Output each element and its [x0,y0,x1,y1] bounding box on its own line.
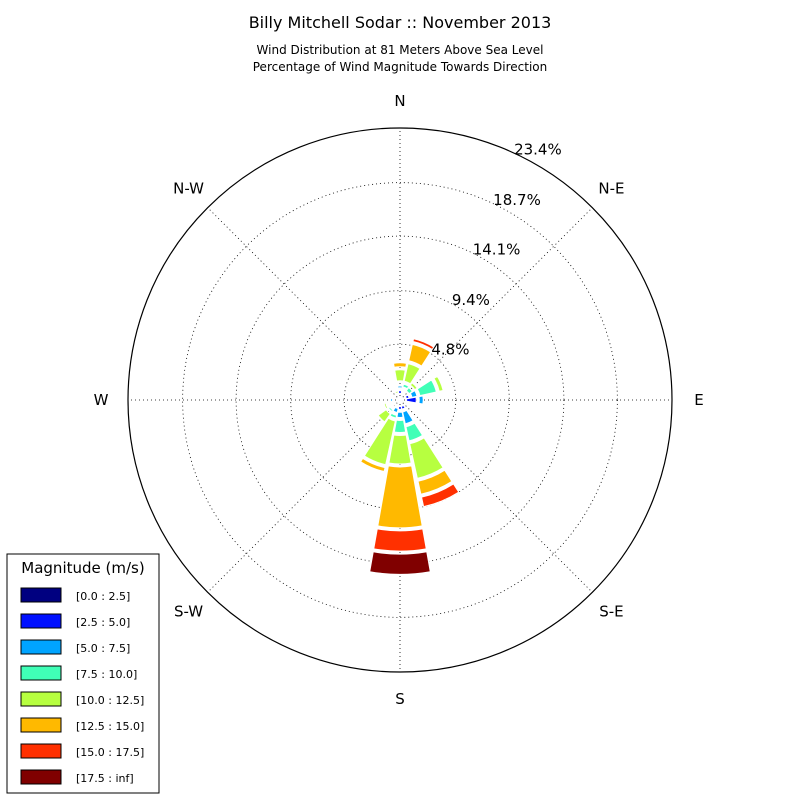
wind-bar-segment [433,375,444,392]
wind-bar-segment [412,402,417,410]
axis-labels: 4.8% 9.4% 14.1% 18.7% 23.4% N N-E E S-E S S-W W N-W [94,92,704,708]
legend: Magnitude (m/s) [0.0 : 2.5] [2.5 : 5.0] [5… [6,553,160,794]
legend-swatch [20,587,62,603]
wind-bar-segment [392,406,399,414]
wind-bars [359,338,460,575]
wind-bar-segment [383,402,389,410]
legend-swatch [20,743,62,759]
wind-bar-segment [396,411,404,418]
wind-bar-segment [403,363,421,385]
wind-bar-segment [409,382,418,391]
wind-bar-segment [402,409,414,425]
wind-bar-segment [406,401,410,406]
wind-bar-segment [402,383,410,390]
radial-tick-label: 18.7% [493,191,541,209]
radial-tick-label: 9.4% [452,291,490,309]
legend-swatch [20,639,62,655]
grid-ring [290,290,510,510]
direction-label: N-E [598,180,624,198]
wind-bar-segment [359,457,386,473]
direction-label: E [694,391,703,409]
wind-bar-segment [401,389,407,393]
legend-label: [5.0 : 7.5] [76,642,130,655]
wind-bar-segment [377,465,423,529]
chart-subtitle-line1: Wind Distribution at 81 Meters Above Sea… [257,43,544,57]
wind-bar-segment [408,343,432,367]
wind-bar-segment [390,397,394,403]
wind-bar-segment [392,362,408,368]
wind-bar-segment [388,401,392,407]
wind-bar-segment [412,338,435,351]
legend-title: Magnitude (m/s) [21,559,144,577]
wind-bar-segment [394,402,398,406]
grid-ring [343,343,457,457]
wind-bar-segment [396,385,404,389]
wind-bar-segment [387,406,394,413]
wind-bar-segment [397,390,403,395]
grid-spoke [207,399,401,593]
direction-label: N [394,92,405,110]
chart-title: Billy Mitchell Sodar :: November 2013 [249,13,552,32]
wind-bar-segment [389,412,398,419]
legend-swatch [20,717,62,733]
grid-spoke [207,207,401,401]
wind-bar-segment [417,469,453,495]
outer-circle [127,127,673,673]
grid-ring [182,182,618,618]
wind-bar-segment [405,396,417,404]
direction-label: S-E [599,602,623,620]
wind-bar-segment [387,387,393,393]
legend-label: [7.5 : 10.0] [76,668,137,681]
wind-bar-segment [388,434,412,465]
wind-bar-segment [391,404,396,409]
radial-tick-label: 14.1% [473,241,521,259]
wind-bar-segment [390,390,395,395]
legend-swatch [20,769,62,785]
wind-bar-segment [409,389,418,398]
wind-bar-segment [409,437,444,479]
wind-bar-segment [394,369,406,382]
chart-subtitle-line2: Percentage of Wind Magnitude Towards Dir… [253,60,547,74]
radial-tick-label: 4.8% [431,340,469,358]
wind-bar-segment [416,379,437,397]
wind-bar-segment [391,401,395,406]
legend-label: [0.0 : 2.5] [76,590,130,603]
direction-label: W [94,391,109,409]
wind-bar-segment [405,422,424,442]
legend-swatch [20,613,62,629]
wind-bar-segment [373,528,427,552]
direction-label: S [395,690,405,708]
wind-bar-segment [393,419,407,434]
grid-spoke [399,207,593,401]
radial-tick-label: 23.4% [514,141,562,159]
legend-label: [2.5 : 5.0] [76,616,130,629]
direction-label: S-W [174,602,203,620]
legend-swatch [20,665,62,681]
direction-label: N-W [173,180,204,198]
wind-bar-segment [420,483,460,508]
legend-label: [15.0 : 17.5] [76,746,144,759]
grid-ring [235,235,565,565]
wind-bar-segment [363,417,396,466]
wind-bar-segment [377,409,391,423]
wind-bar-segment [409,402,414,408]
grid-spoke [399,399,593,593]
wind-bar-segment [398,398,401,401]
wind-bar-segment [405,386,414,395]
wind-bar-segment [394,390,399,395]
legend-label: [17.5 : inf] [76,772,134,785]
wind-bar-segment [425,394,428,406]
wind-bar-segment [400,392,405,396]
legend-swatch [20,691,62,707]
wind-bar-segment [418,395,424,405]
wind-bar-segment [369,551,431,575]
wind-bar-segment [397,405,403,410]
legend-label: [12.5 : 15.0] [76,720,144,733]
legend-label: [10.0 : 12.5] [76,694,144,707]
